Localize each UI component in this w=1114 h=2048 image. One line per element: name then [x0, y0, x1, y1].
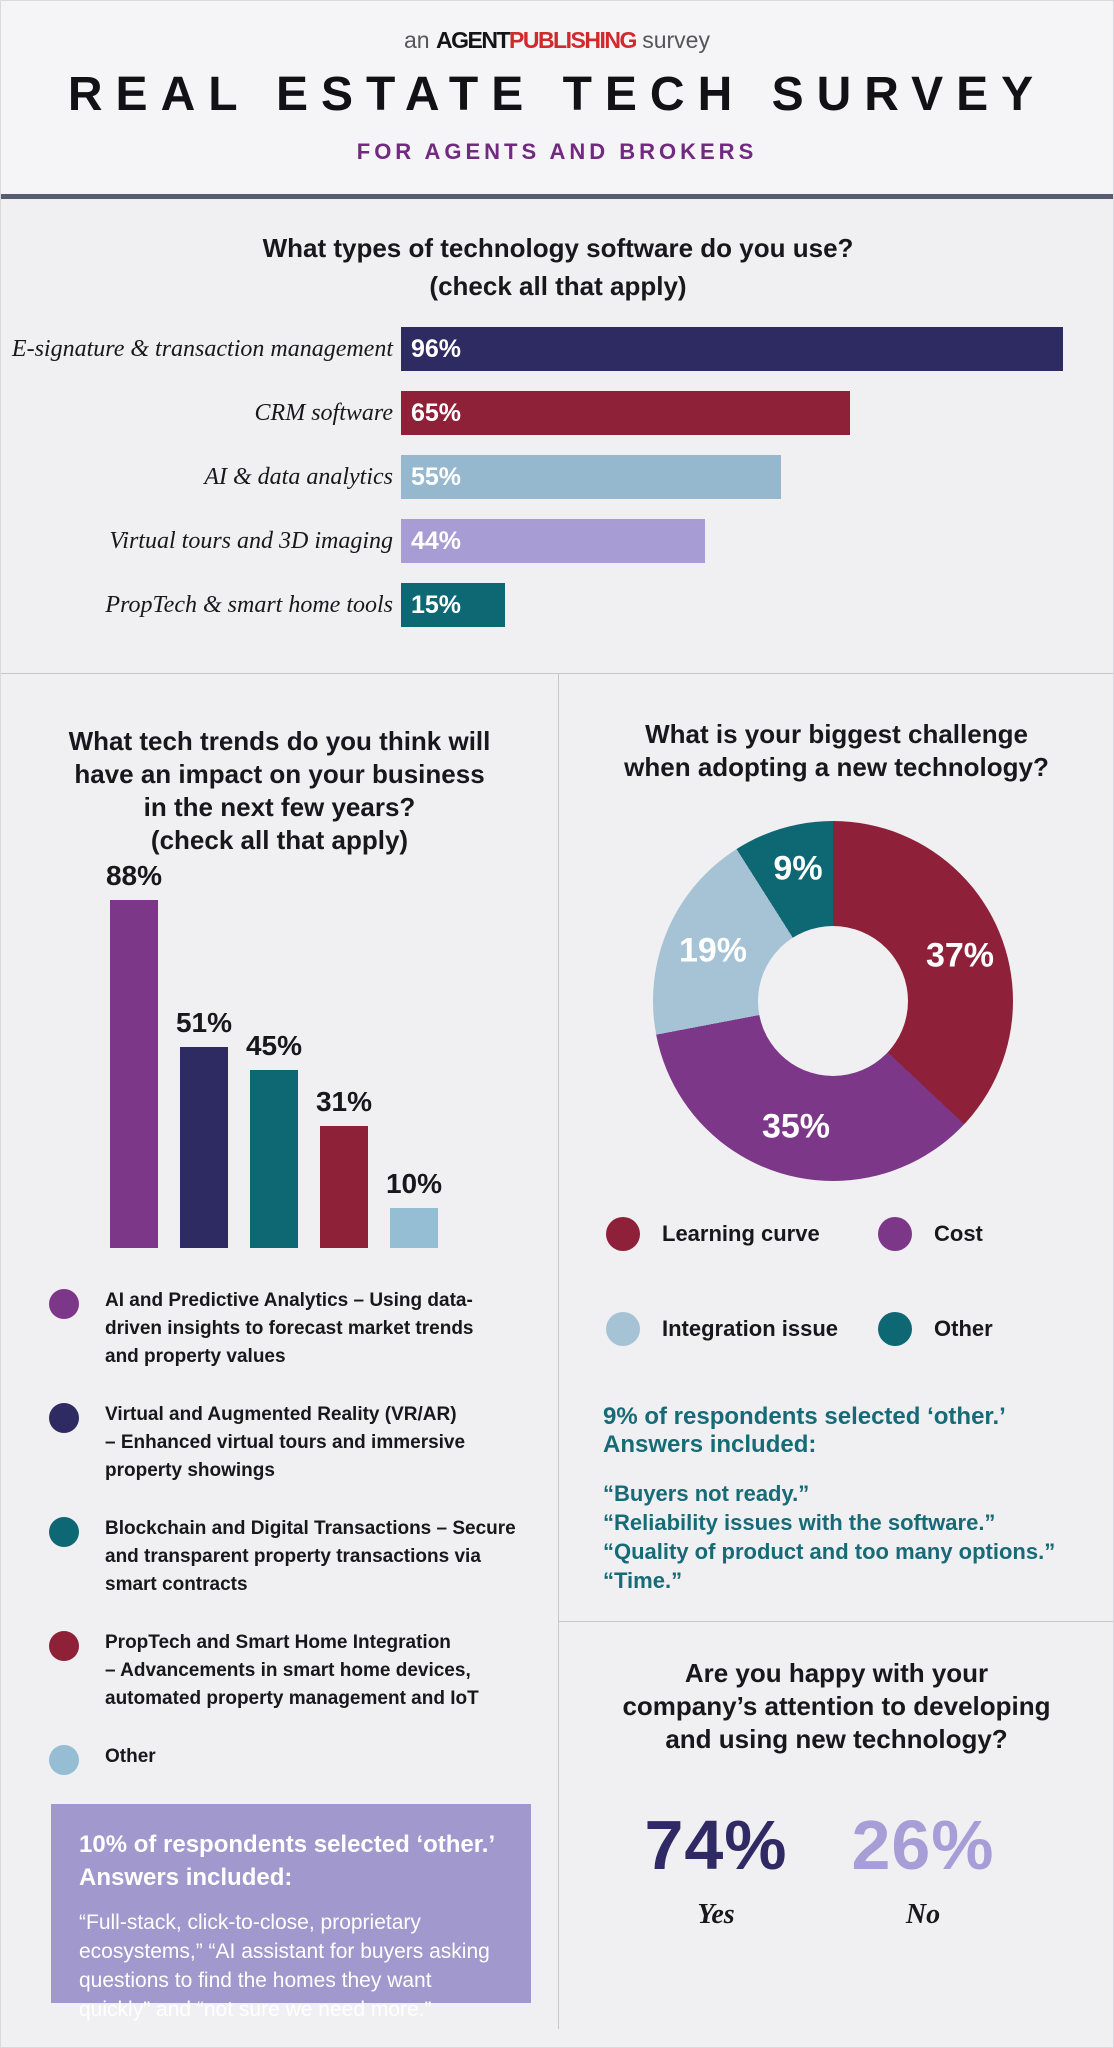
trend-legend-item: Blockchain and Digital Transactions – Se…: [49, 1515, 541, 1599]
donut-slice-value: 9%: [773, 849, 823, 888]
trend-legend-dot-icon: [49, 1403, 79, 1433]
trend-legend-item: AI and Predictive Analytics – Using data…: [49, 1287, 541, 1371]
trend-legend-item: PropTech and Smart Home Integration – Ad…: [49, 1629, 541, 1713]
software-bar-row: PropTech & smart home tools 15%: [1, 583, 1113, 627]
software-bar-label: PropTech & smart home tools: [105, 591, 393, 618]
happy-option-label: No: [905, 1899, 941, 1930]
trend-legend-dot-icon: [49, 1289, 79, 1319]
right-section-divider: [559, 1621, 1113, 1622]
tagline-suffix: survey: [635, 27, 710, 53]
trends-question: What tech trends do you think will have …: [68, 726, 491, 855]
challenge-legend-item: Integration issue: [606, 1312, 838, 1346]
trend-bar: [110, 900, 158, 1248]
page-title: REAL ESTATE TECH SURVEY: [67, 68, 1047, 121]
trend-legend-item: Other: [49, 1743, 541, 1775]
challenge-donut-chart: 37% 35% 19% 9%: [653, 821, 1013, 1181]
software-bar: 55%: [401, 455, 781, 499]
challenge-other-quotes: “Buyers not ready.” “Reliability issues …: [603, 1481, 1056, 1593]
software-bar: 44%: [401, 519, 705, 563]
challenge-legend-item: Cost: [878, 1217, 983, 1251]
happy-option-value: 74%: [644, 1806, 788, 1884]
trend-bar-value: 10%: [385, 1168, 443, 1199]
donut-hole: [758, 926, 908, 1076]
trend-bar: [250, 1070, 298, 1248]
trend-bar-value: 88%: [105, 860, 163, 891]
happy-option-value: 26%: [851, 1806, 995, 1884]
software-bar-value: 15%: [411, 590, 462, 619]
trend-legend-text: Virtual and Augmented Reality (VR/AR) – …: [105, 1404, 466, 1481]
donut-slice-value: 35%: [761, 1107, 831, 1146]
trends-other-note-box: 10% of respondents selected ‘other.’ Ans…: [51, 1804, 531, 2021]
software-bar: 15%: [401, 583, 505, 627]
trend-bar-value: 45%: [245, 1030, 303, 1061]
section-divider-horizontal: [1, 673, 1113, 674]
challenge-legend-label: Integration issue: [662, 1316, 839, 1341]
tagline-prefix: an: [404, 27, 436, 53]
trend-legend-dot-icon: [49, 1745, 79, 1775]
software-question: What types of technology software do you…: [262, 233, 854, 301]
challenge-legend-dot-icon: [606, 1312, 640, 1346]
column-divider: [558, 674, 559, 2029]
publisher-tagline: an AGENTPUBLISHING survey: [1, 27, 1113, 54]
happy-option: 74% Yes: [608, 1803, 824, 1931]
trend-legend-item: Virtual and Augmented Reality (VR/AR) – …: [49, 1401, 541, 1485]
software-bar-value: 65%: [411, 398, 462, 427]
brand-agent: AGENT: [436, 27, 511, 53]
trend-bar: [320, 1126, 368, 1248]
donut-slice-value: 37%: [925, 936, 995, 975]
trend-legend-text: AI and Predictive Analytics – Using data…: [105, 1290, 474, 1367]
challenge-legend-item: Other: [878, 1312, 993, 1346]
software-bar-chart: E-signature & transaction management 96% C…: [1, 327, 1113, 647]
trends-other-heading: 10% of respondents selected ‘other.’ Ans…: [79, 1831, 496, 1891]
trend-legend-text: PropTech and Smart Home Integration – Ad…: [105, 1632, 479, 1709]
software-bar-row: AI & data analytics 55%: [1, 455, 1113, 499]
software-bar: 96%: [401, 327, 1063, 371]
trend-bar: [390, 1208, 438, 1248]
page-subtitle: FOR AGENTS AND BROKERS: [356, 139, 758, 164]
happy-stat: 74% Yes 26% No: [558, 1803, 1113, 1973]
software-bar-label: Virtual tours and 3D imaging: [109, 527, 393, 554]
challenge-legend-dot-icon: [606, 1217, 640, 1251]
happy-option-label: Yes: [697, 1899, 735, 1930]
challenge-legend-item: Learning curve: [606, 1217, 820, 1251]
software-bar-value: 55%: [411, 462, 462, 491]
brand-publishing: PUBLISHING: [509, 27, 637, 53]
challenge-legend-dot-icon: [878, 1217, 912, 1251]
trend-bar: [180, 1047, 228, 1248]
software-bar-label: AI & data analytics: [204, 463, 393, 490]
donut-slice-value: 19%: [678, 931, 748, 970]
trend-bar-value: 51%: [175, 1007, 233, 1038]
trend-legend-text: Blockchain and Digital Transactions – Se…: [105, 1518, 516, 1595]
trend-legend-text: Other: [105, 1746, 156, 1767]
trends-other-body: “Full-stack, click-to-close, proprietary…: [79, 1911, 490, 2021]
happy-option: 26% No: [815, 1803, 1031, 1931]
software-bar-row: CRM software 65%: [1, 391, 1113, 435]
trend-bar-value: 31%: [315, 1086, 373, 1117]
software-bar-value: 44%: [411, 526, 462, 555]
software-bar: 65%: [401, 391, 850, 435]
trends-bar-chart: 88% 51% 45% 31% 10%: [88, 841, 468, 1248]
happy-question: Are you happy with your company’s attent…: [622, 1658, 1051, 1754]
software-bar-value: 96%: [411, 334, 462, 363]
trends-legend: AI and Predictive Analytics – Using data…: [49, 1287, 541, 1805]
software-bar-label: E-signature & transaction management: [11, 335, 393, 362]
challenge-legend-label: Cost: [934, 1221, 983, 1246]
trend-legend-dot-icon: [49, 1517, 79, 1547]
challenge-legend-dot-icon: [878, 1312, 912, 1346]
trend-legend-dot-icon: [49, 1631, 79, 1661]
header: an AGENTPUBLISHING survey REAL ESTATE TE…: [1, 1, 1113, 194]
challenge-question: What is your biggest challenge when adop…: [624, 719, 1049, 782]
challenge-legend-label: Other: [934, 1316, 993, 1341]
software-bar-row: E-signature & transaction management 96%: [1, 327, 1113, 371]
software-bar-row: Virtual tours and 3D imaging 44%: [1, 519, 1113, 563]
header-divider: [1, 194, 1113, 199]
software-bar-label: CRM software: [254, 399, 393, 426]
challenge-legend-label: Learning curve: [662, 1221, 820, 1246]
challenge-other-heading: 9% of respondents selected ‘other.’ Answ…: [603, 1403, 1006, 1458]
